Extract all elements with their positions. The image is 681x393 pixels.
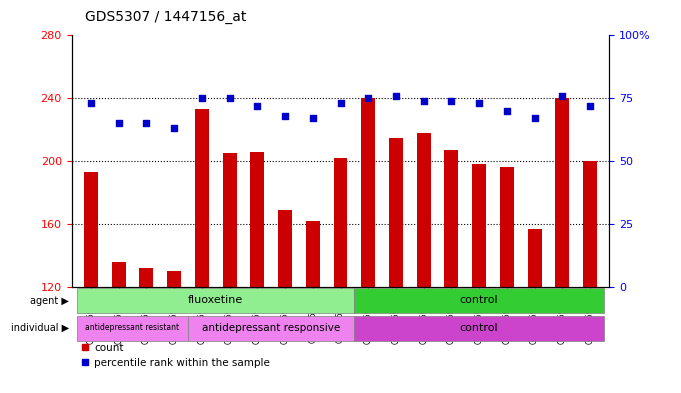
Point: [169, 125, 180, 132]
Bar: [167, 271, 181, 287]
Text: agent ▶: agent ▶: [30, 296, 69, 306]
Point: [390, 93, 401, 99]
Bar: [77, 316, 188, 340]
Bar: [306, 221, 319, 287]
Bar: [389, 138, 403, 287]
Text: control: control: [460, 323, 498, 332]
Bar: [112, 262, 125, 287]
Bar: [188, 316, 354, 340]
Point: [141, 120, 152, 127]
Bar: [354, 316, 604, 340]
Bar: [417, 133, 430, 287]
Bar: [77, 288, 354, 313]
Bar: [362, 98, 375, 287]
Point: [584, 103, 595, 109]
Bar: [195, 109, 209, 287]
Point: [474, 100, 485, 107]
Bar: [445, 150, 458, 287]
Bar: [223, 153, 236, 287]
Point: [557, 93, 568, 99]
Bar: [140, 268, 153, 287]
Text: control: control: [460, 295, 498, 305]
Bar: [334, 158, 347, 287]
Text: individual ▶: individual ▶: [11, 323, 69, 333]
Point: [418, 97, 429, 104]
Bar: [251, 152, 264, 287]
Bar: [472, 164, 486, 287]
Bar: [500, 167, 514, 287]
Point: [307, 115, 318, 121]
Text: antidepressant resistant: antidepressant resistant: [85, 323, 180, 332]
Point: [501, 108, 512, 114]
Bar: [556, 98, 569, 287]
Bar: [354, 288, 604, 313]
Point: [529, 115, 540, 121]
Bar: [528, 229, 541, 287]
Point: [86, 100, 97, 107]
Legend: count, percentile rank within the sample: count, percentile rank within the sample: [77, 338, 274, 372]
Bar: [583, 161, 597, 287]
Text: fluoxetine: fluoxetine: [188, 295, 243, 305]
Point: [280, 113, 291, 119]
Bar: [278, 210, 292, 287]
Point: [363, 95, 374, 101]
Point: [113, 120, 124, 127]
Text: GDS5307 / 1447156_at: GDS5307 / 1447156_at: [85, 9, 247, 24]
Point: [252, 103, 263, 109]
Bar: [84, 172, 98, 287]
Text: antidepressant responsive: antidepressant responsive: [202, 323, 340, 332]
Point: [446, 97, 457, 104]
Point: [335, 100, 346, 107]
Point: [196, 95, 207, 101]
Point: [224, 95, 235, 101]
